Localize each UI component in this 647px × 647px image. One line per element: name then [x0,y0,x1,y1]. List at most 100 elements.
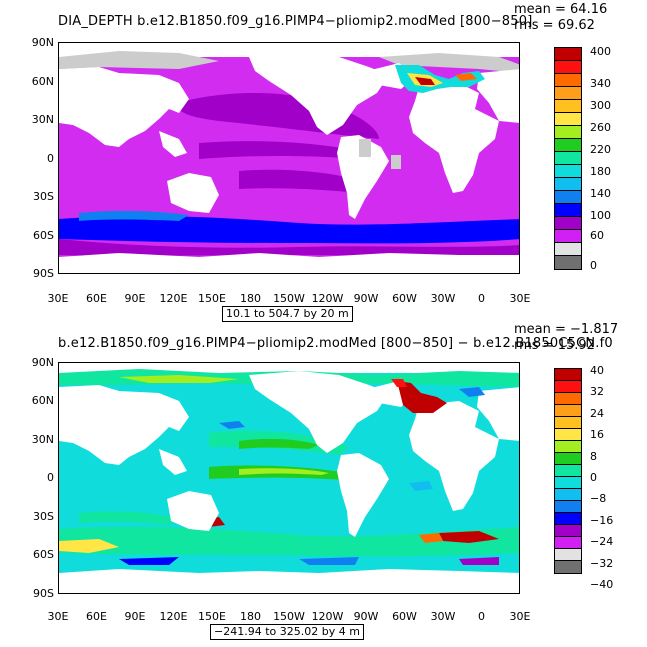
lon-label: 180 [240,610,261,623]
antarctica [59,569,519,593]
lat-label: 0 [47,471,54,484]
southern-ocean-positive [59,539,119,553]
eurasia-east-landmass [477,69,519,123]
lon-label: 30W [430,292,456,305]
colorbar-box [555,126,581,139]
lon-label: 30E [47,292,69,305]
colorbar-label: 32 [590,385,604,399]
negative-patch [219,421,245,429]
lon-label: 150W [273,292,305,305]
lat-label: 90N [31,36,54,49]
map-plot [58,42,520,274]
colorbar-box [555,549,581,561]
south-america-landmass [337,453,389,537]
antarctica [59,253,519,273]
lon-label: 30W [430,610,456,623]
lat-label: 30S [33,510,54,523]
arctic-sea-ice-east [379,53,519,73]
arctic-positive [119,375,239,383]
panel-title: b.e12.B1850.f09_g16.PIMP4−pliomip2.modMe… [58,336,613,351]
labrador-sea-difference [397,381,447,413]
colorbar-box [555,381,581,393]
colorbar-box [555,113,581,126]
colorbar-box [555,243,581,256]
lon-label: 60W [392,610,417,623]
lon-label: 0 [478,292,485,305]
colorbar-box [555,369,581,381]
lon-label: 120E [159,610,188,623]
lon-label: 60E [86,610,107,623]
colorbar-box [555,217,581,230]
nordic-sea-high [455,73,477,81]
contour-range-label: 10.1 to 504.7 by 20 m [222,306,353,322]
maritime-continent [159,449,187,475]
lon-label: 180 [240,292,261,305]
colorbar-label: −24 [590,535,614,549]
equatorial-strong [239,468,329,475]
colorbar-box [555,537,581,549]
world-map-difference [59,363,519,593]
lon-label: 120W [311,610,344,623]
colorbar-label: 0 [590,471,597,484]
southern-ocean-mixing [79,210,189,221]
lat-label: 30S [33,190,54,203]
colorbar-label: 24 [590,406,604,420]
australia-landmass [167,491,219,531]
colorbar-box [555,441,581,453]
colorbar-label: −16 [590,513,614,527]
colorbar-box [555,100,581,113]
lat-label: 60S [33,548,54,561]
panel-title: DIA_DEPTH b.e12.B1850.f09_g16.PIMP4−plio… [58,14,533,29]
eurasia-east-landmass [477,387,519,441]
lat-label: 90S [33,267,54,280]
asia-landmass [59,67,189,147]
south-pacific-band [239,169,369,193]
indian-ocean-positive [79,511,179,525]
lat-label: 60N [31,394,54,407]
arctic-missing [59,363,519,373]
colorbar-label: 260 [590,121,611,134]
colorbar-label: 220 [590,143,611,156]
colorbar-box [555,139,581,152]
colorbar-box [555,477,581,489]
colorbar-box [555,178,581,191]
negative-patch [409,481,433,491]
lat-label: 30N [31,113,54,126]
colorbar-label: 40 [590,364,604,377]
lon-label: 150W [273,610,305,623]
colorbar-label: 0 [590,259,597,272]
colorbar-label: 180 [590,165,611,178]
colorbar-box [555,74,581,87]
colorbar-label: 8 [590,449,597,463]
southern-ocean-band [59,526,519,557]
nordic-sea-negative [459,387,485,397]
southern-ocean-band [59,216,519,244]
colorbar-label: 100 [590,209,611,222]
lon-label: 120W [311,292,344,305]
labrador-sea-edge [391,379,407,387]
colorbar-label: 60 [590,229,604,242]
colorbar [554,368,582,574]
north-america-landmass [249,371,389,453]
colorbar-label: 300 [590,99,611,112]
lat-label: 90N [31,356,54,369]
colorbar-box [555,417,581,429]
lon-label: 90W [353,292,379,305]
southern-negative [299,557,359,565]
colorbar-box [555,87,581,100]
lon-label: 30E [509,610,531,623]
colorbar-box [555,513,581,525]
north-atlantic-mixing [395,65,485,93]
colorbar-label: 340 [590,77,611,90]
colorbar-box [555,489,581,501]
lon-label: 90W [353,610,379,623]
colorbar-box [555,453,581,465]
lon-label: 0 [478,610,485,623]
lon-label: 90E [124,292,146,305]
colorbar-box [555,204,581,217]
contour-range-label: −241.94 to 325.02 by 4 m [210,624,364,640]
lon-label: 60E [86,292,107,305]
colorbar-box [555,393,581,405]
world-map-field [59,43,519,273]
lon-label: 60W [392,292,417,305]
